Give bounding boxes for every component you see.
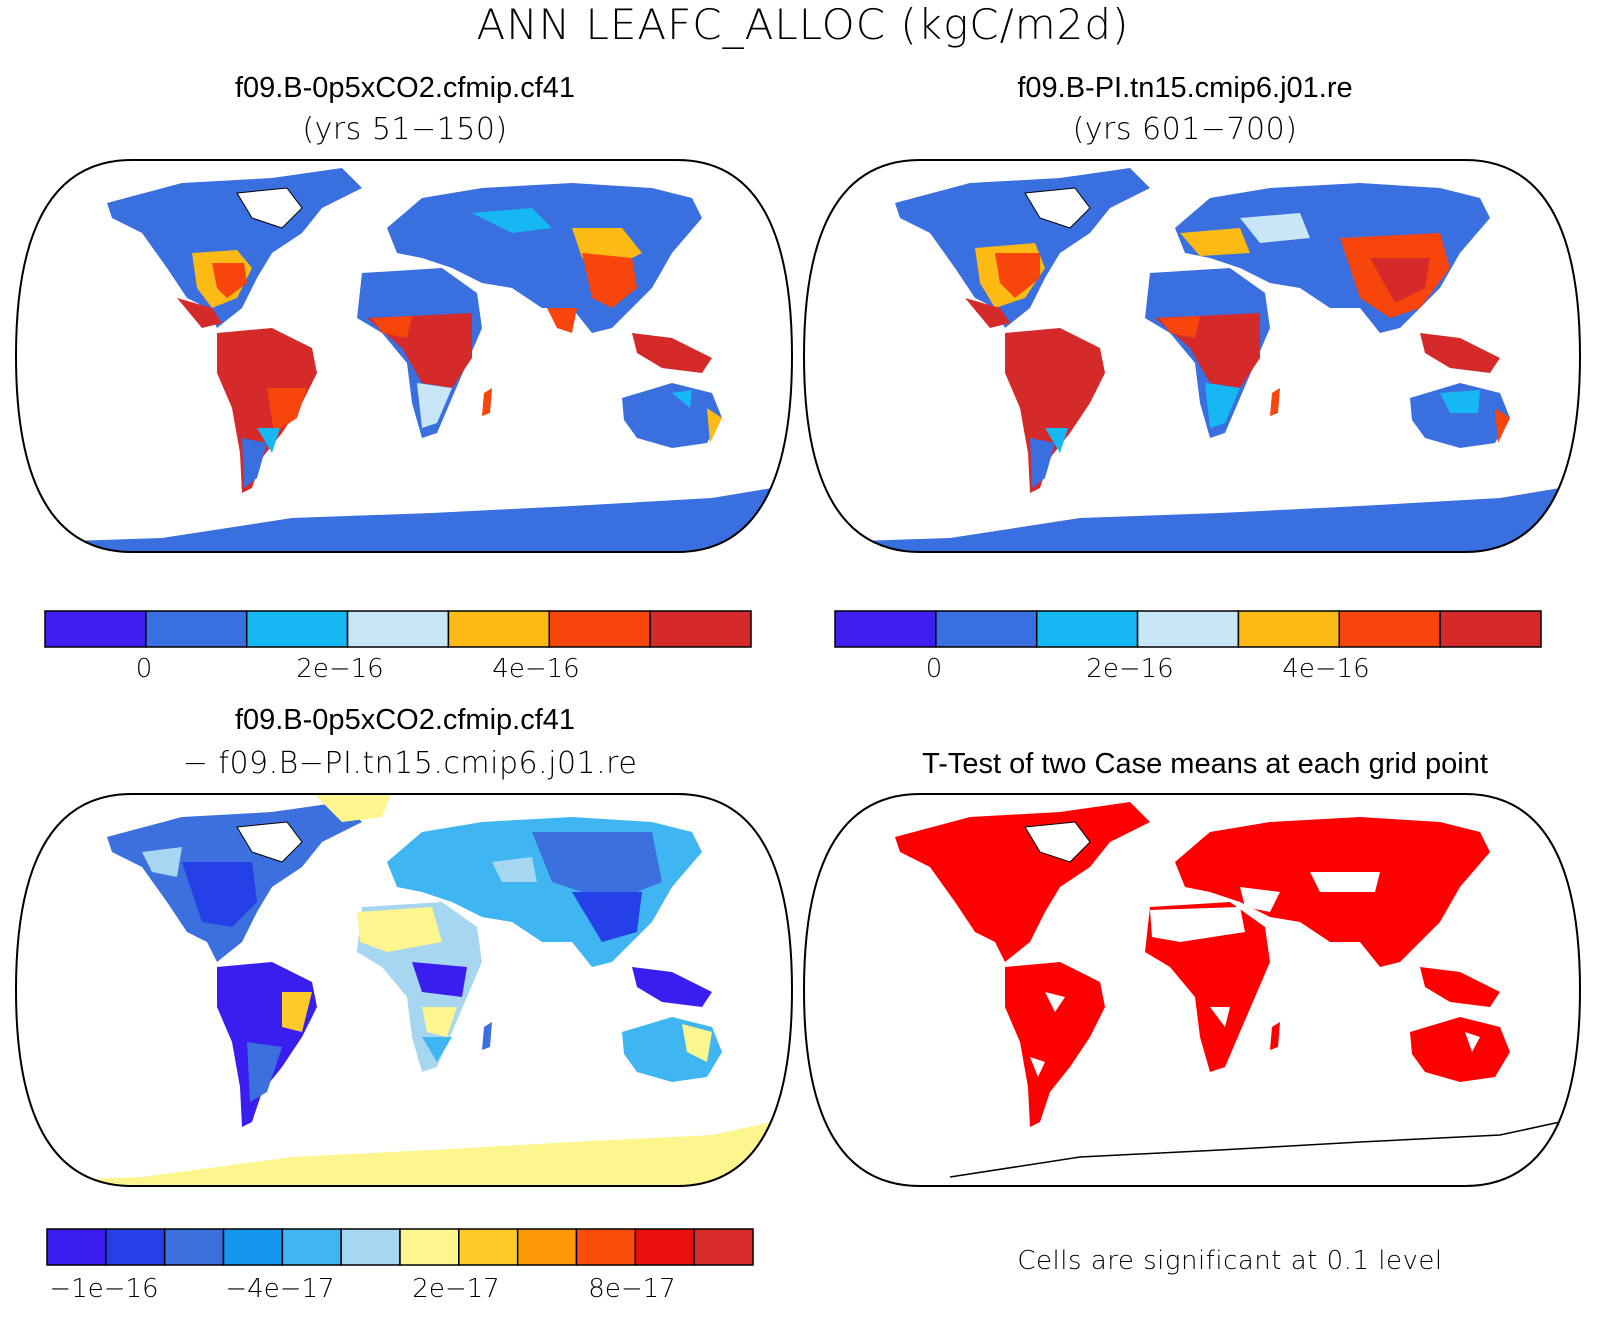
colorbar-swatch [649, 610, 752, 648]
land-australia [622, 383, 722, 448]
land-greenland [236, 187, 303, 229]
colorbar-tick-label: 4e−16 [1282, 654, 1370, 684]
significance-mask [804, 794, 1580, 1186]
colorbar-swatch [1136, 610, 1240, 648]
map-panel-top-right [802, 159, 1582, 553]
colorbar-swatch [145, 610, 248, 648]
significance-note: Cells are significant at 0.1 level [1017, 1246, 1443, 1276]
colorbar-swatch [1439, 610, 1542, 648]
land-south-america [217, 328, 317, 493]
panel-minus-case-label: − f09.B−PI.tn15.cmip6.j01.re [182, 746, 638, 781]
colorbar-swatch [575, 1228, 637, 1266]
colorbar-tick-label: 2e−16 [1086, 654, 1174, 684]
map-panel-bottom-right [802, 793, 1582, 1187]
colorbar-swatch [935, 610, 1038, 648]
colorbar-tick-label: 0 [925, 654, 943, 684]
colorbar-swatch [44, 610, 147, 648]
colorbar-swatch [1338, 610, 1441, 648]
ttest-title: T-Test of two Case means at each grid po… [922, 748, 1488, 780]
colorbar-swatch [163, 1228, 225, 1266]
colorbar-tick-label: −4e−17 [225, 1274, 335, 1304]
colorbar-swatch [46, 1228, 107, 1266]
map-panel-bottom-left [14, 793, 794, 1187]
colorbar-swatch [281, 1228, 342, 1266]
colorbar-swatch [245, 610, 349, 648]
colorbar-swatch [516, 1228, 578, 1266]
panel-case-title: f09.B-0p5xCO2.cfmip.cf41 [234, 704, 576, 736]
land-antarctica [16, 488, 792, 552]
panel-years-label: (yrs 51−150) [302, 112, 508, 147]
panel-case-title: f09.B-0p5xCO2.cfmip.cf41 [234, 72, 576, 104]
figure-title: ANN LEAFC_ALLOC (kgC/m2d) [476, 0, 1130, 49]
colorbar-swatch [222, 1228, 284, 1266]
colorbar-swatch [105, 1228, 166, 1266]
panel-case-title: f09.B-PI.tn15.cmip6.j01.re [1017, 72, 1353, 104]
colorbar-swatch [346, 610, 450, 648]
colorbar-swatch [1237, 610, 1341, 648]
colorbar-tick-label: 4e−16 [492, 654, 580, 684]
colorbar-tick-label: 0 [135, 654, 153, 684]
colorbar-swatch [548, 610, 651, 648]
colorbar-bottom-left [46, 1228, 754, 1266]
colorbar-swatch [634, 1228, 695, 1266]
colorbar-swatch [1035, 610, 1139, 648]
colorbar-top-right [834, 610, 1542, 648]
colorbar-tick-label: 2e−17 [412, 1274, 500, 1304]
colorbar-swatch [340, 1228, 401, 1266]
colorbar-tick-label: −1e−16 [49, 1274, 159, 1304]
colorbar-top-left [44, 610, 752, 648]
colorbar-swatch [399, 1228, 460, 1266]
panel-years-label: (yrs 601−700) [1072, 112, 1298, 147]
colorbar-tick-label: 2e−16 [296, 654, 384, 684]
colorbar-swatch [458, 1228, 519, 1266]
colorbar-tick-label: 8e−17 [588, 1274, 676, 1304]
map-panel-top-left [14, 159, 794, 553]
colorbar-swatch [693, 1228, 754, 1266]
colorbar-swatch [834, 610, 937, 648]
colorbar-swatch [447, 610, 551, 648]
